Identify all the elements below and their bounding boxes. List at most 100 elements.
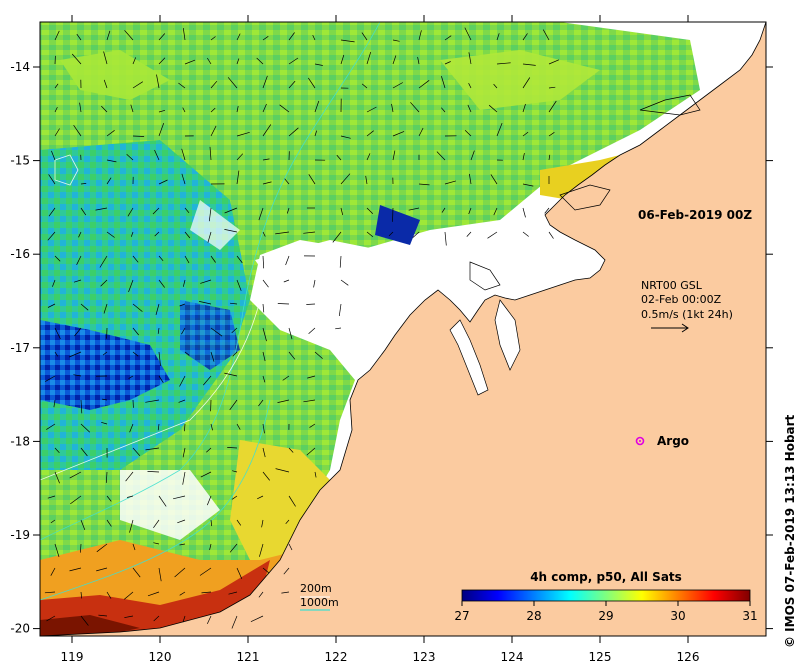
current-vector bbox=[184, 207, 190, 214]
current-vector bbox=[54, 543, 60, 558]
current-vector bbox=[522, 207, 526, 218]
current-vector bbox=[54, 447, 60, 454]
current-vector bbox=[179, 543, 186, 546]
current-vector bbox=[277, 303, 290, 305]
current-legend-line3: 0.5m/s (1kt 24h) bbox=[641, 308, 733, 321]
current-vector bbox=[261, 519, 264, 528]
current-vector bbox=[468, 207, 472, 215]
current-vector bbox=[339, 255, 342, 268]
current-vector bbox=[288, 80, 296, 89]
argo-float-marker[interactable] bbox=[635, 436, 645, 446]
current-vector bbox=[408, 207, 420, 211]
current-vector bbox=[366, 51, 372, 65]
current-vector bbox=[361, 83, 368, 89]
lat-tick-label: -14 bbox=[10, 60, 30, 74]
current-vector bbox=[548, 231, 554, 239]
current-vector bbox=[147, 471, 160, 473]
current-vector bbox=[80, 543, 82, 553]
current-vector bbox=[132, 81, 143, 89]
current-vector bbox=[47, 303, 56, 308]
current-vector bbox=[54, 128, 60, 137]
current-vector bbox=[236, 58, 240, 65]
current-vector bbox=[207, 57, 212, 65]
current-vector bbox=[105, 471, 108, 483]
current-vector bbox=[522, 77, 531, 89]
current-vector bbox=[391, 103, 394, 113]
current-vector bbox=[132, 351, 139, 357]
current-vector bbox=[262, 36, 269, 41]
credit-label: IMOS 07-Feb-2019 13:13 Hobart bbox=[783, 414, 797, 632]
current-vector bbox=[262, 375, 266, 383]
current-vector bbox=[154, 149, 160, 161]
current-vector bbox=[303, 399, 316, 403]
lon-tick-label: 123 bbox=[413, 650, 436, 664]
current-vector bbox=[441, 75, 446, 89]
lat-tick-label: -16 bbox=[10, 247, 30, 261]
current-vector bbox=[179, 375, 186, 387]
current-vector bbox=[469, 173, 472, 185]
current-vector bbox=[288, 447, 294, 453]
current-vector bbox=[53, 399, 56, 408]
current-vector bbox=[80, 591, 83, 599]
current-vector bbox=[158, 351, 161, 366]
lon-tick-label: 124 bbox=[501, 650, 524, 664]
lat-tick-label: -17 bbox=[10, 341, 30, 355]
current-vector bbox=[262, 279, 269, 288]
current-vector bbox=[132, 255, 139, 263]
current-vector bbox=[444, 61, 451, 65]
current-vector bbox=[335, 327, 342, 330]
current-vector bbox=[158, 567, 162, 582]
current-vector bbox=[206, 495, 212, 506]
current-vector bbox=[80, 519, 86, 531]
current-vector bbox=[154, 231, 160, 237]
current-vector bbox=[124, 591, 134, 600]
current-vector bbox=[392, 150, 396, 161]
current-vector bbox=[303, 231, 316, 234]
current-vector bbox=[277, 399, 290, 403]
current-vector bbox=[258, 399, 264, 407]
current-vector bbox=[155, 303, 160, 315]
current-vector bbox=[493, 207, 498, 216]
current-vector bbox=[288, 32, 295, 41]
current-vector bbox=[288, 351, 296, 360]
current-vector bbox=[157, 423, 160, 431]
current-vector bbox=[184, 351, 190, 356]
current-vector bbox=[314, 351, 323, 359]
current-vector bbox=[80, 399, 83, 414]
current-vector bbox=[231, 327, 238, 334]
current-vector bbox=[262, 303, 265, 313]
current-vector bbox=[464, 27, 472, 41]
current-vector bbox=[153, 542, 160, 545]
current-vector bbox=[340, 39, 355, 43]
current-vector bbox=[228, 591, 238, 595]
current-vector bbox=[286, 207, 290, 214]
current-vector bbox=[365, 175, 368, 185]
current-vector bbox=[106, 519, 112, 527]
current-vector bbox=[282, 375, 290, 381]
current-vector bbox=[200, 471, 212, 478]
date-label: 06-Feb-2019 00Z bbox=[638, 208, 752, 222]
current-vector bbox=[281, 591, 290, 594]
current-vector bbox=[258, 207, 264, 221]
current-vector bbox=[417, 56, 420, 65]
current-vector bbox=[224, 207, 238, 214]
current-vector bbox=[522, 63, 536, 66]
current-vector bbox=[103, 303, 108, 314]
current-vector bbox=[54, 83, 59, 89]
current-vector bbox=[231, 615, 238, 629]
current-vector bbox=[284, 178, 290, 185]
current-vector bbox=[156, 74, 160, 89]
current-vector bbox=[70, 495, 82, 505]
current-vector bbox=[262, 231, 266, 237]
current-vector bbox=[210, 255, 216, 263]
credit-text: © IMOS 07-Feb-2019 13:13 Hobart bbox=[783, 415, 797, 648]
current-vector bbox=[46, 423, 56, 430]
current-vector bbox=[182, 615, 186, 623]
current-vector bbox=[283, 567, 290, 575]
current-vector bbox=[106, 591, 112, 599]
current-vector bbox=[101, 105, 108, 113]
current-vector bbox=[182, 107, 186, 113]
current-vector bbox=[467, 104, 472, 113]
current-vector bbox=[127, 207, 134, 217]
current-vector bbox=[199, 567, 212, 576]
